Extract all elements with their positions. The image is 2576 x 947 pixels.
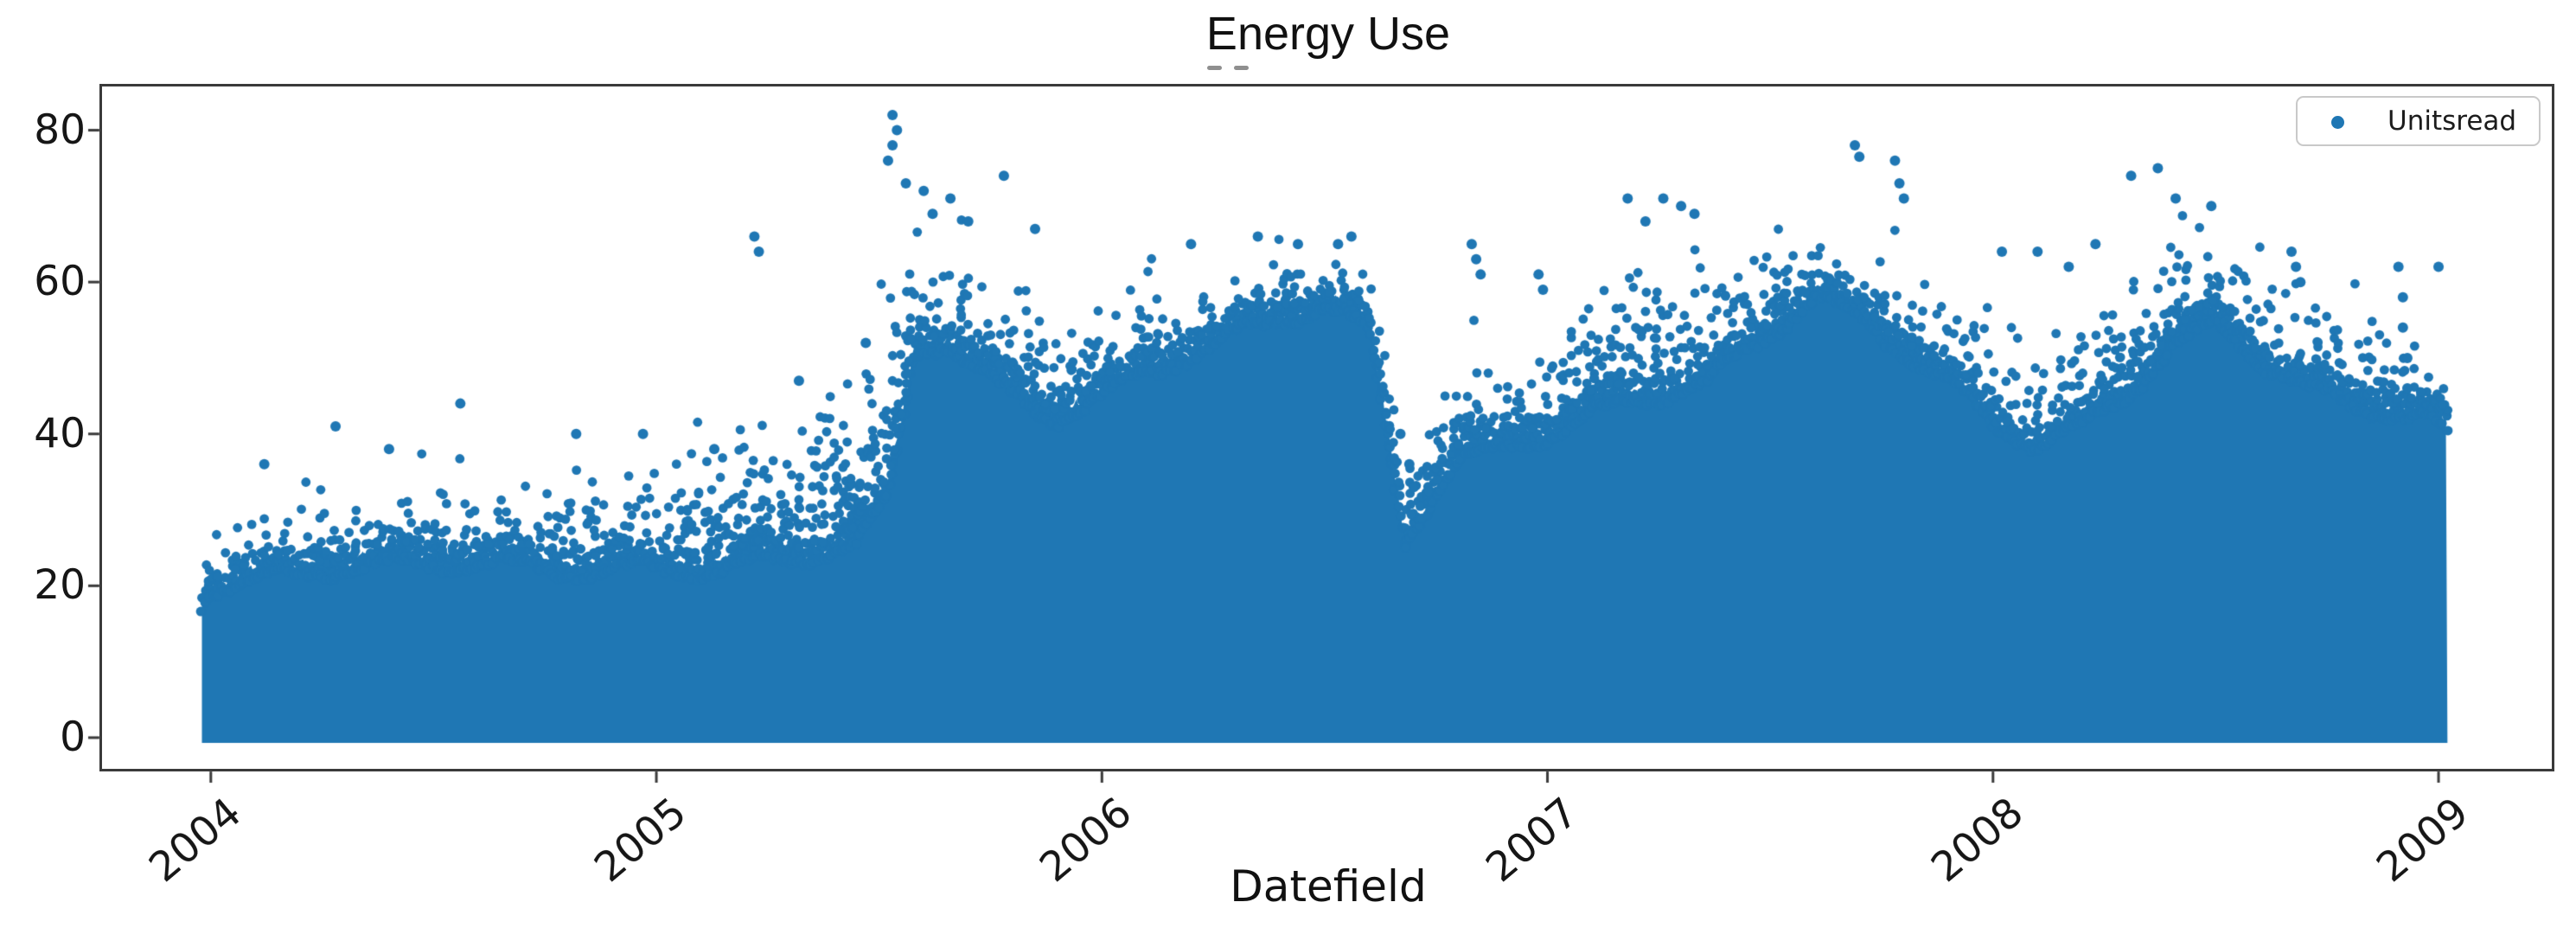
subtitle-artifact (1207, 66, 1285, 71)
y-tick-label-40: 40 (34, 409, 86, 458)
y-tick-label-60: 60 (34, 258, 86, 306)
legend: Unitsread (2296, 96, 2541, 146)
x-axis-title: Datefield (1230, 861, 1427, 912)
artifact-dash (1207, 66, 1222, 70)
y-tick-label-80: 80 (34, 106, 86, 154)
legend-series-label: Unitsread (2387, 106, 2517, 137)
y-tick-label-0: 0 (60, 713, 86, 761)
y-tick-label-20: 20 (34, 561, 86, 610)
chart-title: Energy Use (1205, 8, 1451, 60)
artifact-dash (1234, 66, 1249, 70)
legend-marker-dot (2331, 116, 2344, 129)
